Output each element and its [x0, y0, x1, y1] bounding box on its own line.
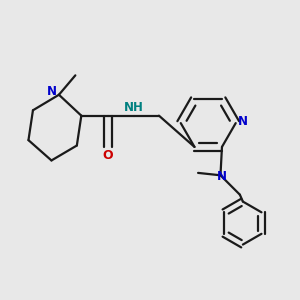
Text: N: N [47, 85, 57, 98]
Text: N: N [238, 115, 248, 128]
Text: NH: NH [124, 101, 144, 114]
Text: N: N [217, 170, 227, 183]
Text: O: O [103, 149, 113, 162]
